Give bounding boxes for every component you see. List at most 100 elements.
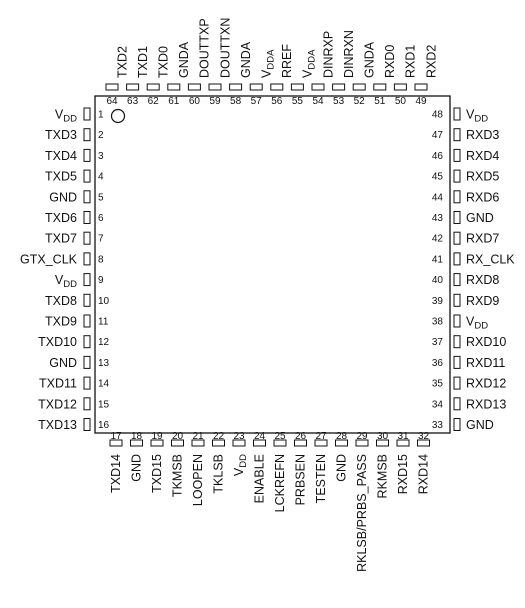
pin-label-vdd: VDD — [232, 454, 249, 476]
pin-number: 47 — [432, 130, 444, 141]
pin-label-gnd: GND — [130, 454, 144, 482]
pin-number: 25 — [274, 431, 286, 442]
pin-47-right: 47 RXD3 — [432, 128, 499, 142]
pin-8-left: 8 GTX_CLK — [20, 252, 104, 266]
pin-pad — [191, 439, 205, 447]
pin-number: 52 — [354, 96, 366, 107]
pin-label-gnda: GNDA — [239, 41, 253, 78]
pin-label-rxd4: RXD4 — [466, 149, 499, 163]
pin-label-gtx-clk: GTX_CLK — [20, 252, 78, 266]
pin-label-rxd15: RXD15 — [396, 454, 410, 494]
pin-pad — [249, 83, 263, 91]
pin-pad — [83, 211, 91, 224]
pin-label-vdd: VDD — [55, 273, 77, 290]
pin-number: 15 — [98, 399, 110, 410]
pin-12-left: 12 TXD10 — [38, 335, 110, 349]
pin-label-gnd: GND — [49, 190, 77, 204]
pin-label-txd5: TXD5 — [45, 170, 77, 184]
pin-number: 16 — [98, 420, 110, 431]
pin-pad — [453, 293, 461, 307]
pin-label-dinrxn: DINRXN — [342, 30, 356, 78]
pin-pad — [83, 335, 91, 349]
pin-number: 46 — [432, 151, 444, 162]
pin-label-gnd: GND — [466, 211, 494, 225]
pin-60-top: 60 GNDA — [177, 41, 201, 107]
pin-pad — [229, 83, 243, 91]
pin-pad — [355, 439, 369, 447]
pin-64-top: 64 — [105, 83, 119, 107]
pin-pad — [83, 314, 91, 328]
pin-number: 21 — [192, 431, 204, 442]
pin-number: 11 — [98, 317, 109, 328]
pin-number: 19 — [151, 431, 163, 442]
pin-number: 32 — [418, 431, 430, 442]
pin-number: 62 — [148, 96, 160, 107]
pin-label-gnd: GND — [335, 454, 349, 482]
pin-51-top: 51 GNDA — [363, 41, 387, 107]
pin-pad — [208, 83, 222, 91]
pin-49-top: 49 RXD1 — [404, 45, 428, 107]
pin-number: 13 — [98, 358, 110, 369]
pin-21-bottom: 21 LOOPEN — [191, 431, 205, 506]
pin-number: 37 — [432, 337, 444, 348]
pin-label-enable: ENABLE — [253, 454, 267, 503]
pin-number: 54 — [312, 96, 324, 107]
pin-number: 6 — [98, 213, 104, 224]
pin-number: 53 — [333, 96, 345, 107]
pin-13-left: 13 GND — [49, 355, 110, 370]
pin-43-right: 43 GND — [432, 211, 494, 225]
pin-14-left: 14 TXD11 — [39, 376, 110, 391]
top-pins: 64 63 TXD2 62 TXD1 61 TXD0 60 GNDA 59 DOUTTXP 58 DOU… — [105, 18, 438, 107]
pin-label-dinrxp: DINRXP — [321, 31, 335, 78]
pin-24-bottom: 24 ENABLE — [253, 431, 267, 503]
pin-33-right: 33 GND — [432, 418, 494, 432]
pin-label-vdd: VDD — [55, 108, 77, 125]
pin-number: 61 — [168, 96, 180, 107]
pin-number: 24 — [254, 431, 266, 442]
pin-label-rxd5: RXD5 — [466, 170, 499, 184]
pin-pad — [332, 83, 346, 91]
package-body — [94, 95, 451, 434]
pin-label-gnda: GNDA — [363, 41, 377, 78]
pin-30-bottom: 30 RKMSB — [376, 431, 390, 498]
pin-7-left: 7 TXD7 — [45, 231, 104, 246]
pin-number: 30 — [377, 431, 389, 442]
pin-label-rx-clk: RX_CLK — [466, 252, 515, 266]
pin-pad — [376, 439, 389, 447]
pin-pad — [126, 83, 140, 91]
pin-label-douttxp: DOUTTXP — [198, 18, 212, 78]
pin-number: 28 — [336, 431, 348, 442]
left-pins: 1 VDD 2 TXD3 3 TXD4 4 TXD5 5 GND 6 TXD6 7 TXD7 8 GTX_CL… — [20, 107, 110, 432]
pin-36-right: 36 RXD11 — [432, 355, 505, 370]
pin-pad — [232, 439, 246, 447]
pin-pad — [453, 231, 461, 245]
pin-pad — [83, 148, 91, 162]
pin-10-left: 10 TXD8 — [45, 293, 110, 308]
pin-label-rkmsb: RKMSB — [376, 454, 390, 498]
pin-number: 34 — [432, 399, 444, 410]
pin-label-txd12: TXD12 — [38, 397, 77, 411]
pin-pad — [270, 83, 284, 91]
pin-label-rxd7: RXD7 — [466, 232, 499, 246]
pin-pad — [150, 439, 164, 447]
pin-52-top: 52 DINRXN — [342, 30, 366, 107]
pin-label-txd13: TXD13 — [38, 418, 77, 432]
pin-number: 29 — [356, 431, 368, 442]
pin-45-right: 45 RXD5 — [432, 169, 499, 184]
pin-label-txd15: TXD15 — [150, 454, 164, 493]
pin-number: 14 — [98, 379, 110, 390]
pin-number: 36 — [432, 358, 444, 369]
pin-label-rxd0: RXD0 — [383, 45, 397, 78]
pin-pad — [453, 252, 461, 266]
pin-2-left: 2 TXD3 — [45, 128, 104, 142]
pin-label-rxd13: RXD13 — [466, 397, 506, 411]
pin-57-top: 57 GNDA — [239, 41, 263, 107]
pin-pad — [453, 190, 461, 204]
pin-number: 56 — [271, 96, 283, 107]
pin-label-txd6: TXD6 — [45, 211, 77, 225]
pin-number: 23 — [233, 431, 245, 442]
pin-label-txd3: TXD3 — [45, 128, 77, 142]
pin-number: 27 — [315, 431, 327, 442]
pin-label-rref: RREF — [280, 44, 294, 78]
pin-19-bottom: 19 TXD15 — [150, 431, 164, 493]
